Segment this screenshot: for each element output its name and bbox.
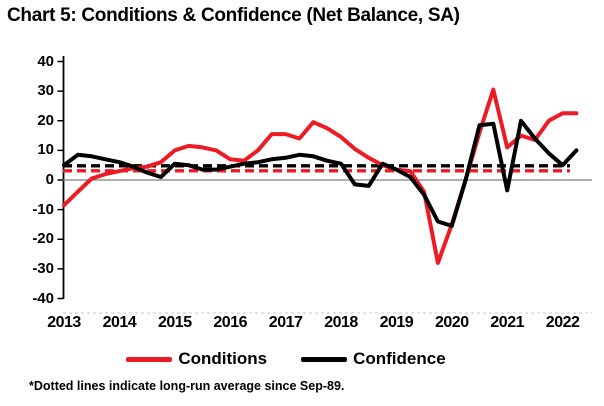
- conditions-legend-label: Conditions: [178, 349, 268, 368]
- legend: Conditions Confidence: [0, 349, 588, 369]
- x-axis-label: 2016: [213, 314, 247, 331]
- x-axis-label: 2015: [158, 314, 192, 331]
- legend-item-conditions: Conditions: [126, 349, 267, 369]
- footnote: *Dotted lines indicate long-run average …: [29, 379, 345, 393]
- x-axis-label: 2022: [545, 314, 580, 331]
- chart-title: Chart 5: Conditions & Confidence (Net Ba…: [7, 5, 460, 26]
- y-axis-tick-label: -20: [32, 230, 54, 248]
- x-axis-label: 2017: [268, 314, 303, 331]
- confidence-legend-label: Confidence: [353, 349, 446, 368]
- y-axis-ticks: [57, 60, 64, 300]
- x-axis-label: 2021: [490, 314, 524, 331]
- x-axis-label: 2018: [324, 314, 358, 331]
- conditions-line-swatch: [126, 356, 173, 362]
- legend-item-confidence: Confidence: [301, 349, 446, 369]
- y-axis-tick-label: -40: [32, 289, 54, 307]
- x-axis-label: 2020: [435, 314, 469, 331]
- y-axis-tick-label: 20: [37, 111, 54, 129]
- x-axis-label: 2019: [379, 314, 414, 331]
- y-axis-tick-label: -30: [32, 259, 54, 277]
- confidence-line: [62, 118, 579, 228]
- x-axis-label: 2014: [102, 314, 137, 331]
- confidence-line-swatch: [301, 356, 348, 362]
- y-axis-tick-label: 10: [37, 141, 54, 159]
- y-axis-tick-label: 30: [37, 82, 54, 100]
- x-axis-label: 2013: [47, 314, 81, 331]
- y-axis-tick-label: -10: [32, 200, 54, 218]
- y-axis-tick-label: 40: [37, 52, 54, 70]
- y-axis-tick-label: 0: [45, 171, 54, 188]
- conditions-line: [62, 87, 579, 265]
